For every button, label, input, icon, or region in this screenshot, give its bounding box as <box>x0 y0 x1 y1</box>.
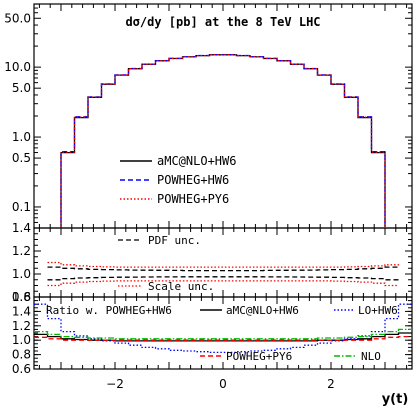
main-y-tick-label: 50.0 <box>4 11 31 25</box>
ratio-series-lo-hw6-1 <box>34 303 412 354</box>
main-series-powheg-hw6-1 <box>60 54 386 228</box>
ratio-y-tick-label: 0.8 <box>12 348 31 362</box>
x-axis-ticks: −2 0 2 <box>38 4 408 391</box>
legend-label-amcnlo-hw6: aMC@NLO+HW6 <box>157 154 236 168</box>
main-panel-series <box>60 54 386 228</box>
uncertainty-y-tick-label: 0.8 <box>12 290 31 304</box>
main-y-tick-label: 0.5 <box>12 151 31 165</box>
ratio-series-powheg-py6-2 <box>34 335 412 341</box>
ratio-series-amc-nlo-hw6-0 <box>34 332 412 342</box>
main-panel-ticks: 0.1 0.5 1.0 5.0 10.0 50.0 <box>4 7 412 223</box>
uncertainty-panel-frame <box>33 227 413 298</box>
x-tick-label: 2 <box>327 377 335 391</box>
main-y-tick-label: 5.0 <box>12 81 31 95</box>
ratio-panel-series <box>34 303 412 354</box>
ratio-y-tick-label: 0.6 <box>12 362 31 376</box>
ratio-y-tick-label: 1.2 <box>12 319 31 333</box>
pdf-unc-label: PDF unc. <box>148 234 201 247</box>
main-series-powheg-py6-2 <box>60 54 386 228</box>
legend-label-powheg-hw6: POWHEG+HW6 <box>157 173 229 187</box>
ratio-y-tick-label: 1.6 <box>12 290 31 304</box>
main-series-amc-nlo-hw6-0 <box>60 54 386 228</box>
ratio-panel-ticks: 0.60.81.01.21.41.6 <box>12 290 412 376</box>
uncertainty-series-pdf-unc--1 <box>47 276 399 281</box>
uncertainty-series-scale-unc--3 <box>47 280 399 287</box>
ratio-legend-label-powheg-py6: POWHEG+PY6 <box>226 350 292 363</box>
ratio-legend-label-nlo: NLO <box>361 350 381 363</box>
main-y-tick-label: 10.0 <box>4 60 31 74</box>
ratio-legend-label-amcnlo: aMC@NLO+HW6 <box>226 304 299 317</box>
legend-label-powheg-py6: POWHEG+PY6 <box>157 192 229 206</box>
main-chart-title: dσ/dy [pb] at the 8 TeV LHC <box>125 15 320 29</box>
x-tick-label: −2 <box>106 377 124 391</box>
ratio-y-tick-label: 1.0 <box>12 333 31 347</box>
uncertainty-y-tick-label: 1.2 <box>12 244 31 258</box>
uncertainty-y-tick-label: 1.0 <box>12 267 31 281</box>
scale-unc-label: Scale unc. <box>148 280 214 293</box>
ratio-legend: Ratio w. POWHEG+HW6 aMC@NLO+HW6 LO+HW6 P… <box>46 304 398 363</box>
uncertainty-panel-ticks: 0.8 1.0 1.2 1.4 <box>12 221 412 304</box>
main-y-tick-label: 0.1 <box>12 200 31 214</box>
uncertainty-y-tick-label: 1.4 <box>12 221 31 235</box>
ratio-legend-label-lo: LO+HW6 <box>358 304 398 317</box>
ratio-title: Ratio w. POWHEG+HW6 <box>46 304 172 317</box>
x-axis-title: y(t) <box>382 392 409 407</box>
main-legend: aMC@NLO+HW6 POWHEG+HW6 POWHEG+PY6 <box>120 154 236 206</box>
uncertainty-panel-series <box>47 261 400 287</box>
ratio-series-nlo-3 <box>34 328 412 340</box>
x-tick-label: 0 <box>219 377 227 391</box>
main-y-tick-label: 1.0 <box>12 130 31 144</box>
uncertainty-series-scale-unc--2 <box>47 261 400 268</box>
ratio-y-tick-label: 1.4 <box>12 304 31 318</box>
uncertainty-series-pdf-unc--0 <box>47 266 399 272</box>
